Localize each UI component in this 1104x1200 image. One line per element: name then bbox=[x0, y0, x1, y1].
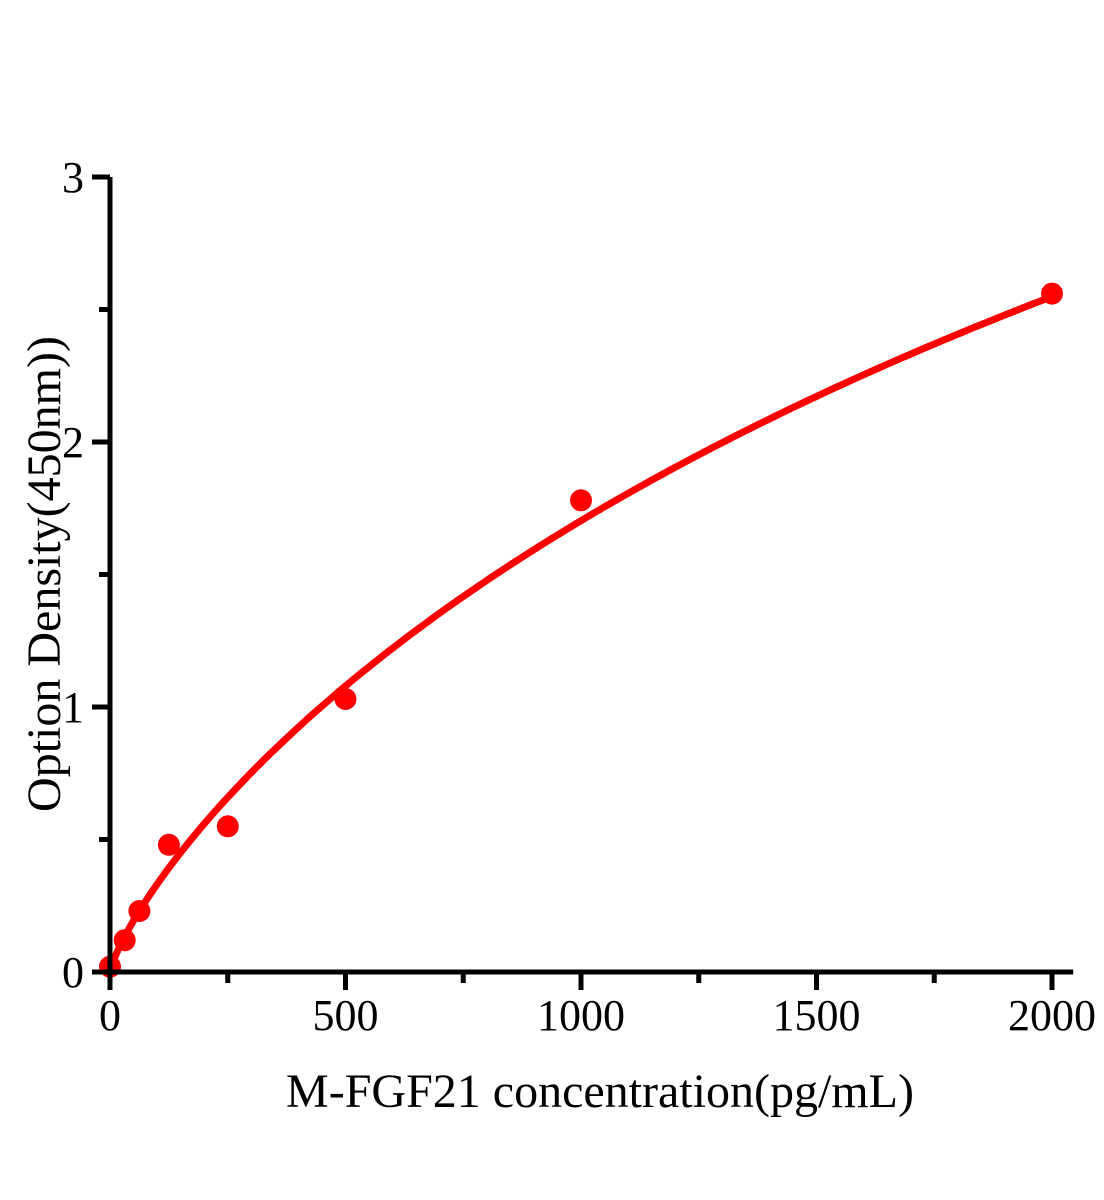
data-point bbox=[1041, 282, 1063, 305]
x-tick-label: 2000 bbox=[1008, 991, 1096, 1040]
y-tick-label: 0 bbox=[62, 948, 84, 997]
y-axis-title: Option Density(450nm)) bbox=[18, 336, 71, 812]
data-points-layer bbox=[99, 282, 1063, 978]
x-tick-label: 1000 bbox=[537, 991, 625, 1040]
fit-curve-layer bbox=[106, 293, 1056, 976]
axes-layer bbox=[92, 174, 1074, 990]
data-point bbox=[128, 900, 151, 922]
x-tick-label: 500 bbox=[313, 991, 379, 1040]
data-point bbox=[113, 929, 136, 952]
data-point bbox=[334, 688, 357, 710]
data-point bbox=[157, 833, 180, 856]
fit-curve bbox=[106, 293, 1056, 976]
x-axis-title: M-FGF21 concentration(pg/mL) bbox=[286, 1065, 914, 1118]
tick-labels-layer: 0 500 1000 1500 2000 0 1 2 3 bbox=[62, 153, 1096, 1040]
y-tick-label: 1 bbox=[62, 683, 84, 732]
x-tick-label: 1500 bbox=[773, 991, 861, 1040]
y-tick-label: 3 bbox=[62, 153, 84, 202]
y-tick-label: 2 bbox=[62, 418, 84, 467]
x-tick-label: 0 bbox=[99, 991, 121, 1040]
data-point bbox=[570, 489, 592, 512]
data-point bbox=[216, 815, 239, 838]
